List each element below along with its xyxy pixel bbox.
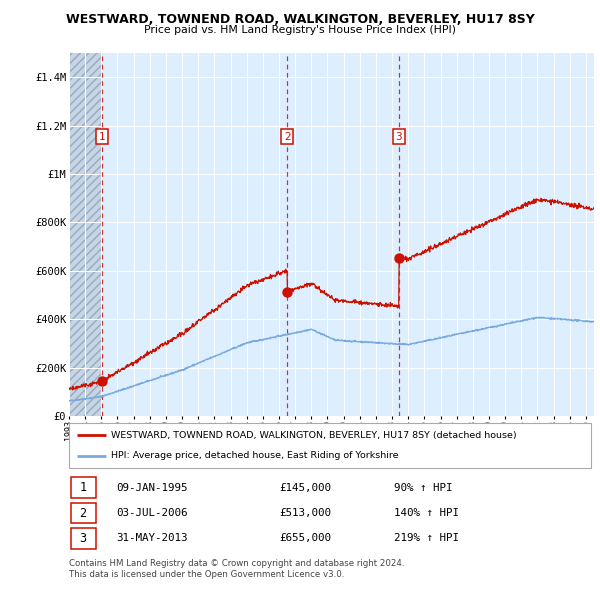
- Text: 219% ↑ HPI: 219% ↑ HPI: [395, 533, 460, 543]
- Bar: [69, 53, 102, 416]
- FancyBboxPatch shape: [71, 477, 96, 498]
- Text: 3: 3: [80, 532, 87, 545]
- Text: 90% ↑ HPI: 90% ↑ HPI: [395, 483, 453, 493]
- Text: 09-JAN-1995: 09-JAN-1995: [116, 483, 188, 493]
- Text: 2: 2: [284, 132, 290, 142]
- Text: £513,000: £513,000: [279, 508, 331, 518]
- Text: WESTWARD, TOWNEND ROAD, WALKINGTON, BEVERLEY, HU17 8SY: WESTWARD, TOWNEND ROAD, WALKINGTON, BEVE…: [65, 13, 535, 26]
- Text: 31-MAY-2013: 31-MAY-2013: [116, 533, 188, 543]
- FancyBboxPatch shape: [71, 503, 96, 523]
- Text: £655,000: £655,000: [279, 533, 331, 543]
- Text: 3: 3: [395, 132, 402, 142]
- Text: Price paid vs. HM Land Registry's House Price Index (HPI): Price paid vs. HM Land Registry's House …: [144, 25, 456, 35]
- FancyBboxPatch shape: [71, 528, 96, 549]
- Text: 1: 1: [80, 481, 87, 494]
- Text: 1: 1: [98, 132, 105, 142]
- Text: 03-JUL-2006: 03-JUL-2006: [116, 508, 188, 518]
- Text: £145,000: £145,000: [279, 483, 331, 493]
- FancyBboxPatch shape: [69, 423, 592, 468]
- Text: HPI: Average price, detached house, East Riding of Yorkshire: HPI: Average price, detached house, East…: [111, 451, 398, 460]
- Text: WESTWARD, TOWNEND ROAD, WALKINGTON, BEVERLEY, HU17 8SY (detached house): WESTWARD, TOWNEND ROAD, WALKINGTON, BEVE…: [111, 431, 517, 440]
- Text: 2: 2: [80, 506, 87, 520]
- Text: Contains HM Land Registry data © Crown copyright and database right 2024.
This d: Contains HM Land Registry data © Crown c…: [69, 559, 404, 579]
- Text: 140% ↑ HPI: 140% ↑ HPI: [395, 508, 460, 518]
